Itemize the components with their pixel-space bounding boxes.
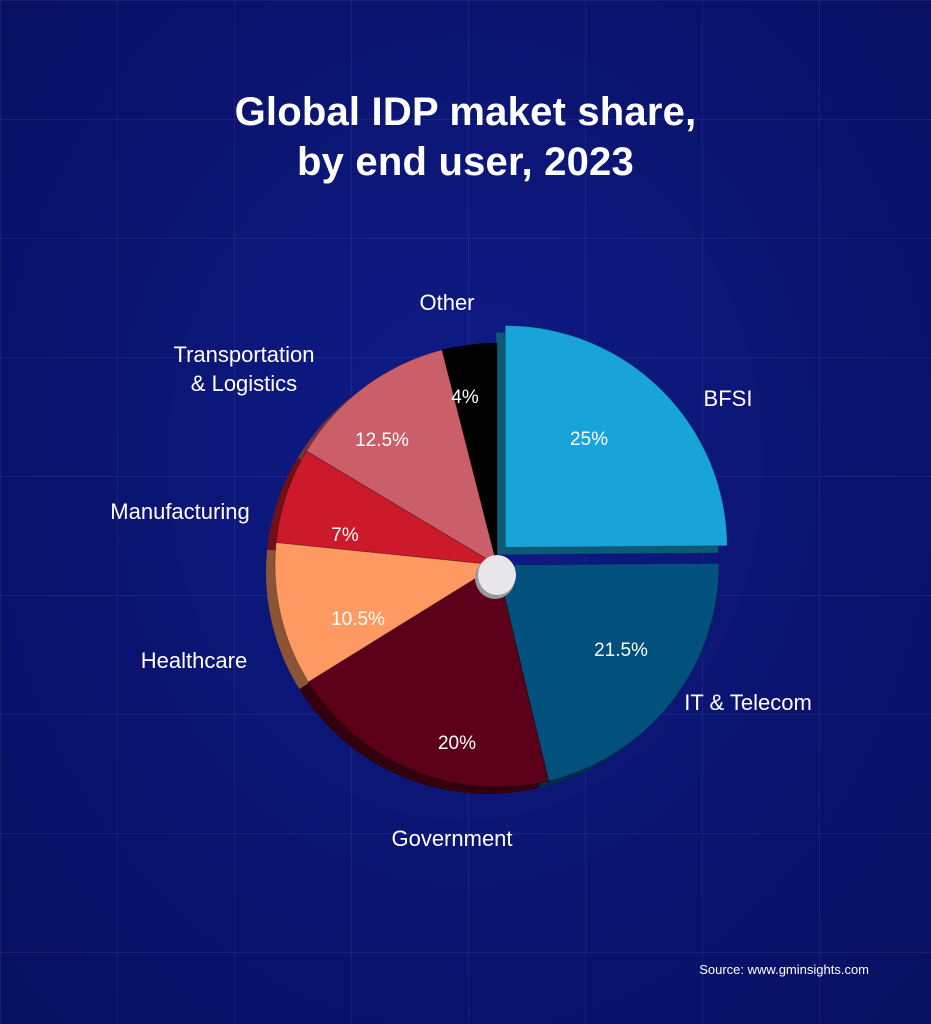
pie-slice-bfsi — [504, 324, 728, 548]
pie-slices — [274, 324, 728, 788]
slice-category-label: Government — [391, 826, 512, 851]
pie-slice-government — [307, 564, 550, 788]
slice-category-label: Transportation — [173, 342, 314, 367]
slice-value-label: 25% — [570, 429, 608, 450]
slice-category-label: Other — [419, 290, 474, 315]
slice-value-label: 21.5% — [594, 640, 648, 661]
pie-slice-it-telecom — [496, 562, 720, 782]
chart-title-line-1: Global IDP maket share, — [234, 90, 697, 134]
slice-value-label: 7% — [331, 525, 359, 546]
slice-value-label: 4% — [451, 387, 479, 408]
slice-category-label: BFSI — [704, 386, 753, 411]
slice-category-label: Manufacturing — [110, 499, 249, 524]
pie-slice-healthcare — [274, 541, 499, 683]
center-hub — [478, 555, 516, 595]
chart-title-line-2: by end user, 2023 — [297, 140, 634, 184]
chart-source: Source: www.gminsights.com — [699, 962, 869, 977]
slice-value-label: 10.5% — [331, 609, 385, 630]
pie-slice-transportation-logistics — [305, 349, 498, 567]
slice-category-label: & Logistics — [191, 371, 297, 396]
pie-labels: 25% BFSI 21.5% IT & Telecom 20% Government 10.… — [110, 290, 812, 851]
pie-slice-other — [441, 342, 498, 566]
pie-slice-manufacturing — [275, 450, 498, 566]
slice-value-label: 20% — [438, 733, 476, 754]
slice-value-label: 12.5% — [355, 430, 409, 451]
slice-category-label: IT & Telecom — [684, 690, 812, 715]
slice-category-label: Healthcare — [141, 648, 247, 673]
